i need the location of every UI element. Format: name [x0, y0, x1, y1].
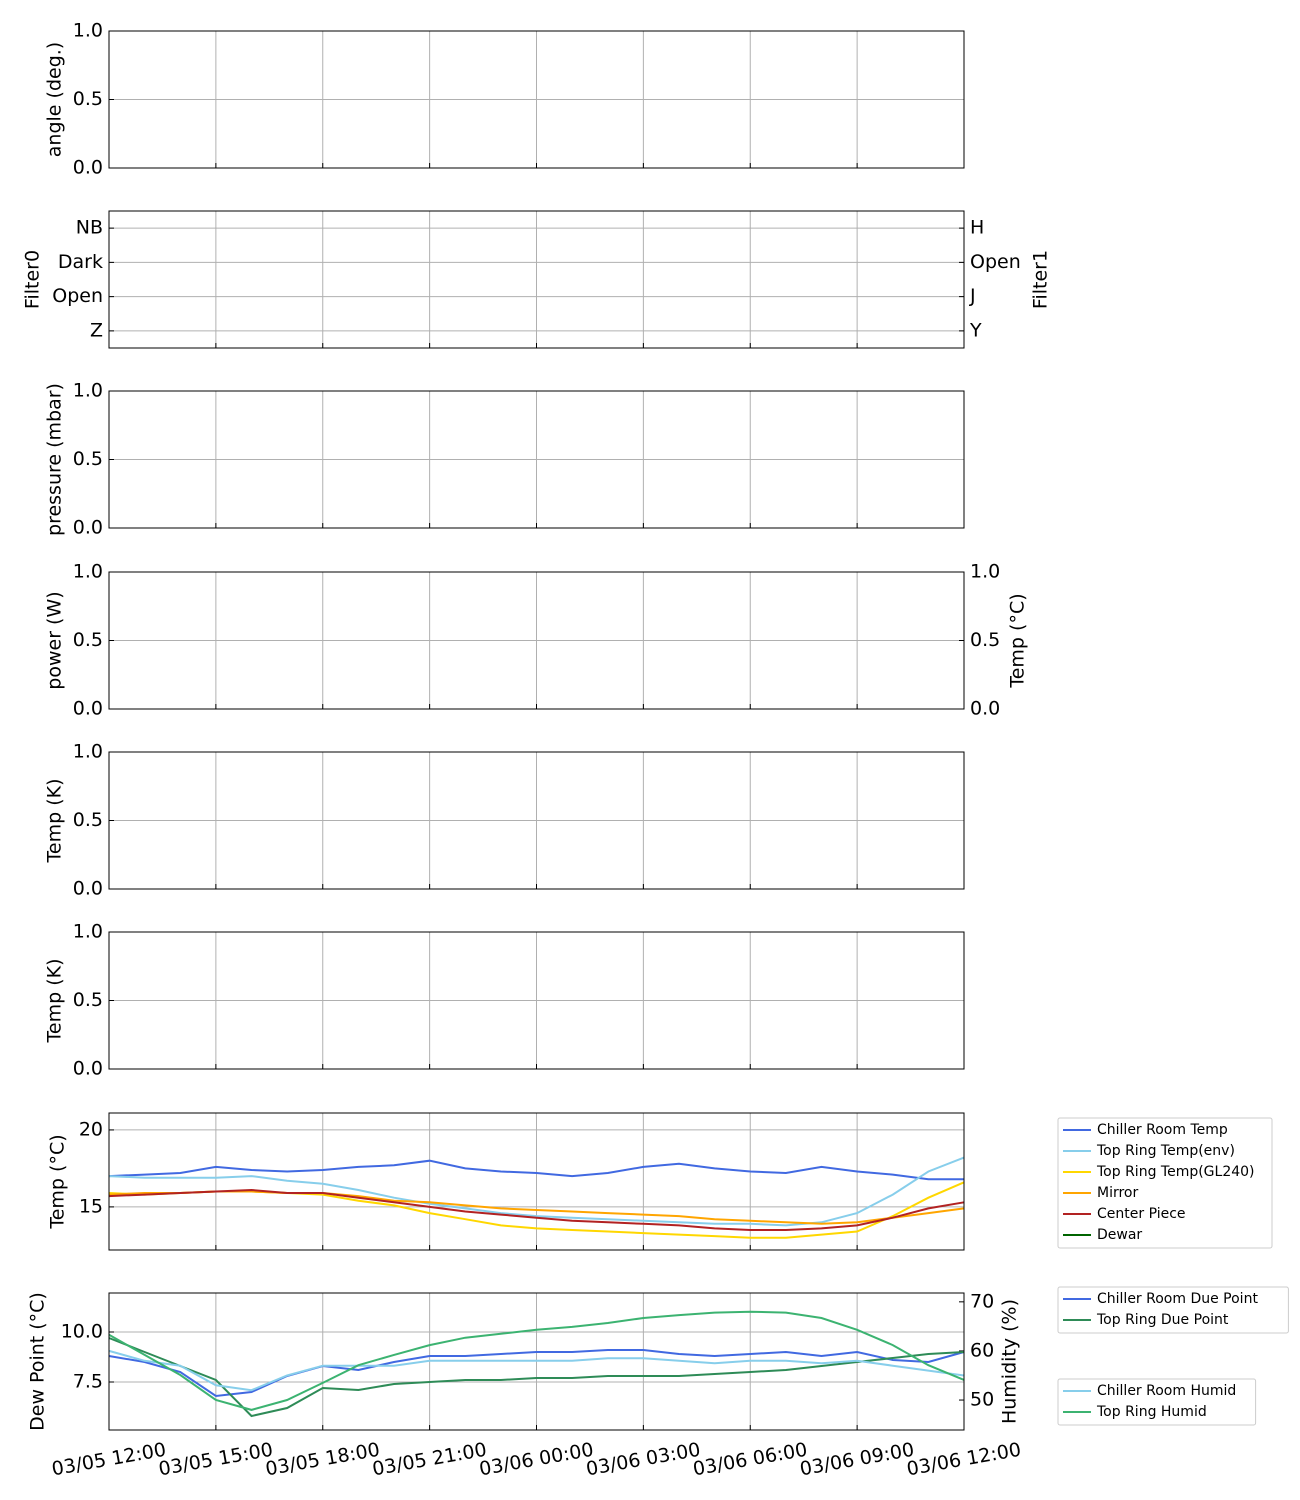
legend-label: Chiller Room Humid [1097, 1383, 1236, 1399]
legend-box [1057, 1378, 1257, 1426]
legend-label: Top Ring Temp(env) [1096, 1143, 1235, 1159]
plot-frame [108, 571, 965, 710]
y-tick-label: 0.5 [73, 629, 103, 651]
y2-tick-label: 60 [970, 1339, 994, 1361]
y-axis-label: power (W) [44, 591, 66, 689]
y-tick-label: 1.0 [73, 921, 103, 943]
y-tick-label: NB [76, 217, 103, 239]
y-tick-label: 0.5 [73, 448, 103, 470]
plot-frame [108, 210, 965, 349]
y2-axis-label: Filter1 [1030, 250, 1052, 309]
legend-box [1057, 1117, 1273, 1249]
y-axis-label: Filter0 [22, 250, 44, 309]
y-tick-label: Dark [58, 251, 103, 273]
y-axis-label: Temp (°C) [47, 1134, 69, 1229]
plot-frame [108, 1292, 965, 1431]
x-tick-label: 03/06 12:00 [905, 1439, 1023, 1481]
y-tick-label: 0.0 [73, 1058, 103, 1080]
legend-box [1057, 1286, 1289, 1334]
plot-frame [108, 390, 965, 529]
y-axis-label: angle (deg.) [44, 42, 66, 157]
y-tick-label: 0.0 [73, 157, 103, 179]
series-line [108, 1310, 965, 1411]
series-line [108, 1159, 964, 1181]
y-tick-label: 15 [79, 1195, 103, 1217]
x-tick-label: 03/06 09:00 [798, 1439, 916, 1481]
y-tick-label: 1.0 [73, 20, 103, 42]
legend-label: Chiller Room Temp [1097, 1122, 1228, 1138]
y-tick-label: Open [52, 285, 103, 307]
y-tick-label: 0.0 [73, 517, 103, 539]
y2-axis-label: Humidity (%) [999, 1299, 1021, 1424]
y-tick-label: 1.0 [73, 741, 103, 763]
series-line [108, 1337, 965, 1418]
legend: Chiller Room Temp Top Ring Temp(env) Top R… [1057, 1117, 1273, 1249]
y2-axis-label: Temp (°C) [1007, 593, 1029, 688]
legend-label: Top Ring Humid [1096, 1404, 1207, 1420]
legend-label: Mirror [1097, 1185, 1138, 1201]
y2-tick-label: J [969, 285, 976, 307]
legend-label: Chiller Room Due Point [1097, 1291, 1258, 1307]
y2-tick-label: H [970, 217, 984, 239]
legend-label: Top Ring Due Point [1096, 1312, 1229, 1328]
y-tick-label: 1.0 [73, 561, 103, 583]
x-tick-label: 03/05 21:00 [371, 1439, 489, 1481]
y-tick-label: 10.0 [61, 1321, 103, 1343]
y-tick-label: 0.0 [73, 878, 103, 900]
y-axis-label: pressure (mbar) [44, 383, 66, 536]
legend: Chiller Room Humid Top Ring Humid [1057, 1378, 1257, 1426]
series-line [108, 1349, 965, 1392]
legend: Chiller Room Due Point Top Ring Due Point [1057, 1286, 1289, 1334]
plot-frame [108, 931, 965, 1070]
y2-tick-label: 50 [970, 1389, 994, 1411]
plot-frame [108, 30, 965, 169]
y2-tick-label: 1.0 [970, 561, 1000, 583]
y2-tick-label: 70 [970, 1290, 994, 1312]
x-tick-label: 03/05 18:00 [264, 1439, 382, 1481]
series-line [108, 1188, 965, 1231]
y-tick-label: 0.5 [73, 989, 103, 1011]
y-tick-label: 0.0 [73, 698, 103, 720]
x-tick-label: 03/05 12:00 [50, 1439, 168, 1481]
series-line [108, 1349, 965, 1398]
y-axis-label: Temp (K) [44, 779, 66, 864]
y-tick-label: Z [90, 319, 103, 341]
x-tick-label: 03/05 15:00 [157, 1439, 275, 1481]
plot-frame [108, 751, 965, 890]
series-line [108, 1190, 965, 1225]
y-axis-label: Temp (K) [44, 959, 66, 1044]
y-tick-label: 0.5 [73, 88, 103, 110]
y2-tick-label: Open [970, 251, 1021, 273]
x-tick-label: 03/06 03:00 [584, 1439, 702, 1481]
series-line [108, 1156, 965, 1227]
y-axis-label: Dew Point (°C) [27, 1292, 49, 1431]
legend-label: Top Ring Temp(GL240) [1096, 1164, 1255, 1180]
legend-label: Dewar [1097, 1227, 1142, 1243]
plot-frame [108, 1112, 965, 1251]
y2-tick-label: 0.0 [970, 698, 1000, 720]
y-tick-label: 0.5 [73, 809, 103, 831]
legend-label: Center Piece [1097, 1206, 1186, 1222]
y2-tick-label: Y [969, 319, 982, 341]
y-tick-label: 20 [79, 1118, 103, 1140]
x-tick-label: 03/06 00:00 [478, 1439, 596, 1481]
y2-tick-label: 0.5 [970, 629, 1000, 651]
x-tick-label: 03/06 06:00 [691, 1439, 809, 1481]
y-tick-label: 1.0 [73, 380, 103, 402]
y-tick-label: 7.5 [73, 1371, 103, 1393]
